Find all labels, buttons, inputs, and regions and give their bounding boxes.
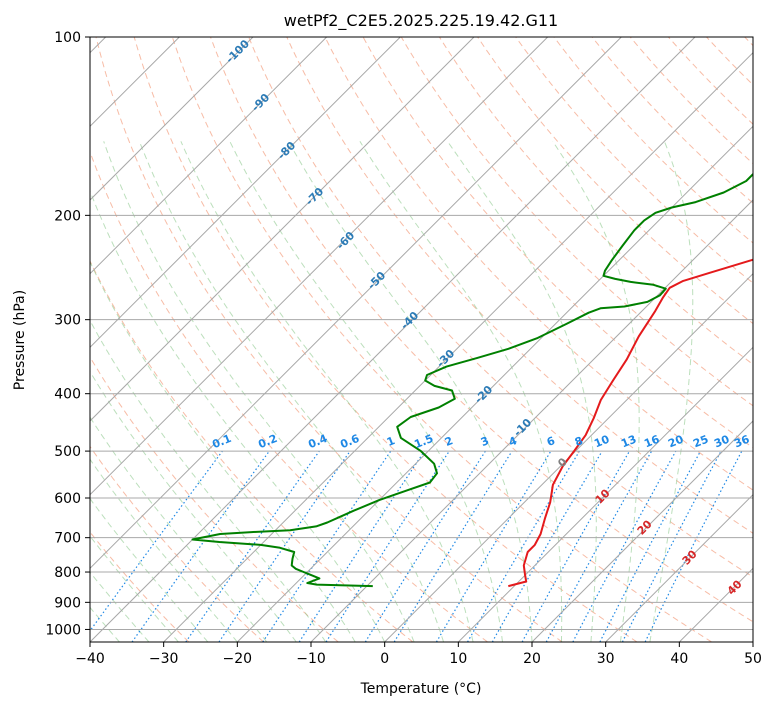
mixing-ratio-label: 10 xyxy=(592,433,611,451)
isotherm xyxy=(90,37,549,496)
y-tick-label: 300 xyxy=(54,313,81,329)
dry-adiabat xyxy=(171,37,712,642)
isotherm xyxy=(605,493,753,642)
isotherm xyxy=(90,37,622,570)
mixing-ratio-line xyxy=(185,450,320,642)
mixing-ratio-label: 25 xyxy=(691,433,710,451)
x-axis-label: Temperature (°C) xyxy=(360,681,482,697)
isotherm xyxy=(531,420,753,642)
y-axis-label: Pressure (hPa) xyxy=(12,290,28,390)
mixing-ratio-line xyxy=(262,450,392,642)
isotherm xyxy=(310,199,753,642)
mixing-ratio-line xyxy=(521,450,631,642)
mixing-ratio-line xyxy=(131,450,270,642)
y-tick-label: 100 xyxy=(54,30,81,46)
mixing-ratio-line xyxy=(644,450,743,642)
y-tick-label: 600 xyxy=(54,491,81,507)
mixing-ratio-label: 13 xyxy=(619,433,638,451)
mixing-ratio-label: 2 xyxy=(443,434,455,449)
mixing-ratio-line xyxy=(90,450,223,632)
dry-adiabat xyxy=(210,37,753,623)
isotherm xyxy=(384,272,753,642)
isotherm xyxy=(90,37,328,275)
dry-adiabat xyxy=(95,37,563,642)
plot-frame xyxy=(89,36,754,643)
x-tick-label: 10 xyxy=(449,651,467,667)
dry-adiabat xyxy=(515,37,753,284)
mixing-ratio-label: 3 xyxy=(479,434,491,449)
y-tick-label: 500 xyxy=(54,444,81,460)
y-tick-label: 400 xyxy=(54,387,81,403)
mixing-ratio-line xyxy=(325,450,450,642)
x-tick-label: −30 xyxy=(149,651,179,667)
x-tick-label: −10 xyxy=(296,651,326,667)
y-tick-label: 1000 xyxy=(45,622,81,638)
mixing-ratio-label: 20 xyxy=(666,433,685,451)
mixing-ratio-line xyxy=(218,450,351,642)
isotherm xyxy=(163,51,753,642)
dewpoint-line xyxy=(191,172,753,588)
isotherm xyxy=(90,37,696,642)
y-tick-label: 900 xyxy=(54,595,81,611)
x-tick-label: 40 xyxy=(670,651,688,667)
isotherm xyxy=(457,346,753,642)
x-tick-label: 50 xyxy=(744,651,762,667)
isotherm xyxy=(236,125,753,642)
mixing-ratio-label: 8 xyxy=(573,434,585,449)
mixing-ratio-line xyxy=(545,450,653,642)
x-tick-label: 20 xyxy=(523,651,541,667)
x-tick-label: 30 xyxy=(597,651,615,667)
dry-adiabat xyxy=(90,259,414,642)
y-tick-label: 800 xyxy=(54,565,81,581)
x-axis-ticks: −40 −30 −20 −10 0 10 20 30 40 50 xyxy=(75,642,762,667)
background-lines xyxy=(90,37,753,642)
sounding-series xyxy=(191,172,753,588)
mixing-ratio-label: 16 xyxy=(642,433,661,451)
x-tick-label: −20 xyxy=(223,651,253,667)
dry-adiabat xyxy=(90,356,339,642)
x-tick-label: −40 xyxy=(75,651,105,667)
mixing-ratio-label: 30 xyxy=(712,433,731,451)
dry-adiabat xyxy=(248,37,753,578)
y-axis-ticks: 100 200 300 400 500 600 700 800 900 1000 xyxy=(45,30,90,638)
y-tick-label: 200 xyxy=(54,208,81,224)
isotherm xyxy=(90,37,475,422)
isotherm xyxy=(90,37,254,201)
mixing-ratio-line xyxy=(572,450,677,642)
chart-title: wetPf2_C2E5.2025.225.19.42.G11 xyxy=(284,11,558,31)
mixing-ratio-label: 36 xyxy=(732,433,751,451)
x-tick-label: 0 xyxy=(380,651,389,667)
temperature-line xyxy=(508,258,753,588)
mixing-ratio-line xyxy=(393,450,513,642)
isotherm xyxy=(90,37,401,349)
dry-adiabat xyxy=(90,445,264,642)
dry-adiabat xyxy=(133,37,638,642)
mixing-ratio-label: 1 xyxy=(385,434,397,449)
dry-adiabat xyxy=(286,37,753,534)
y-tick-label: 700 xyxy=(54,531,81,547)
dry-adiabat xyxy=(324,37,753,491)
